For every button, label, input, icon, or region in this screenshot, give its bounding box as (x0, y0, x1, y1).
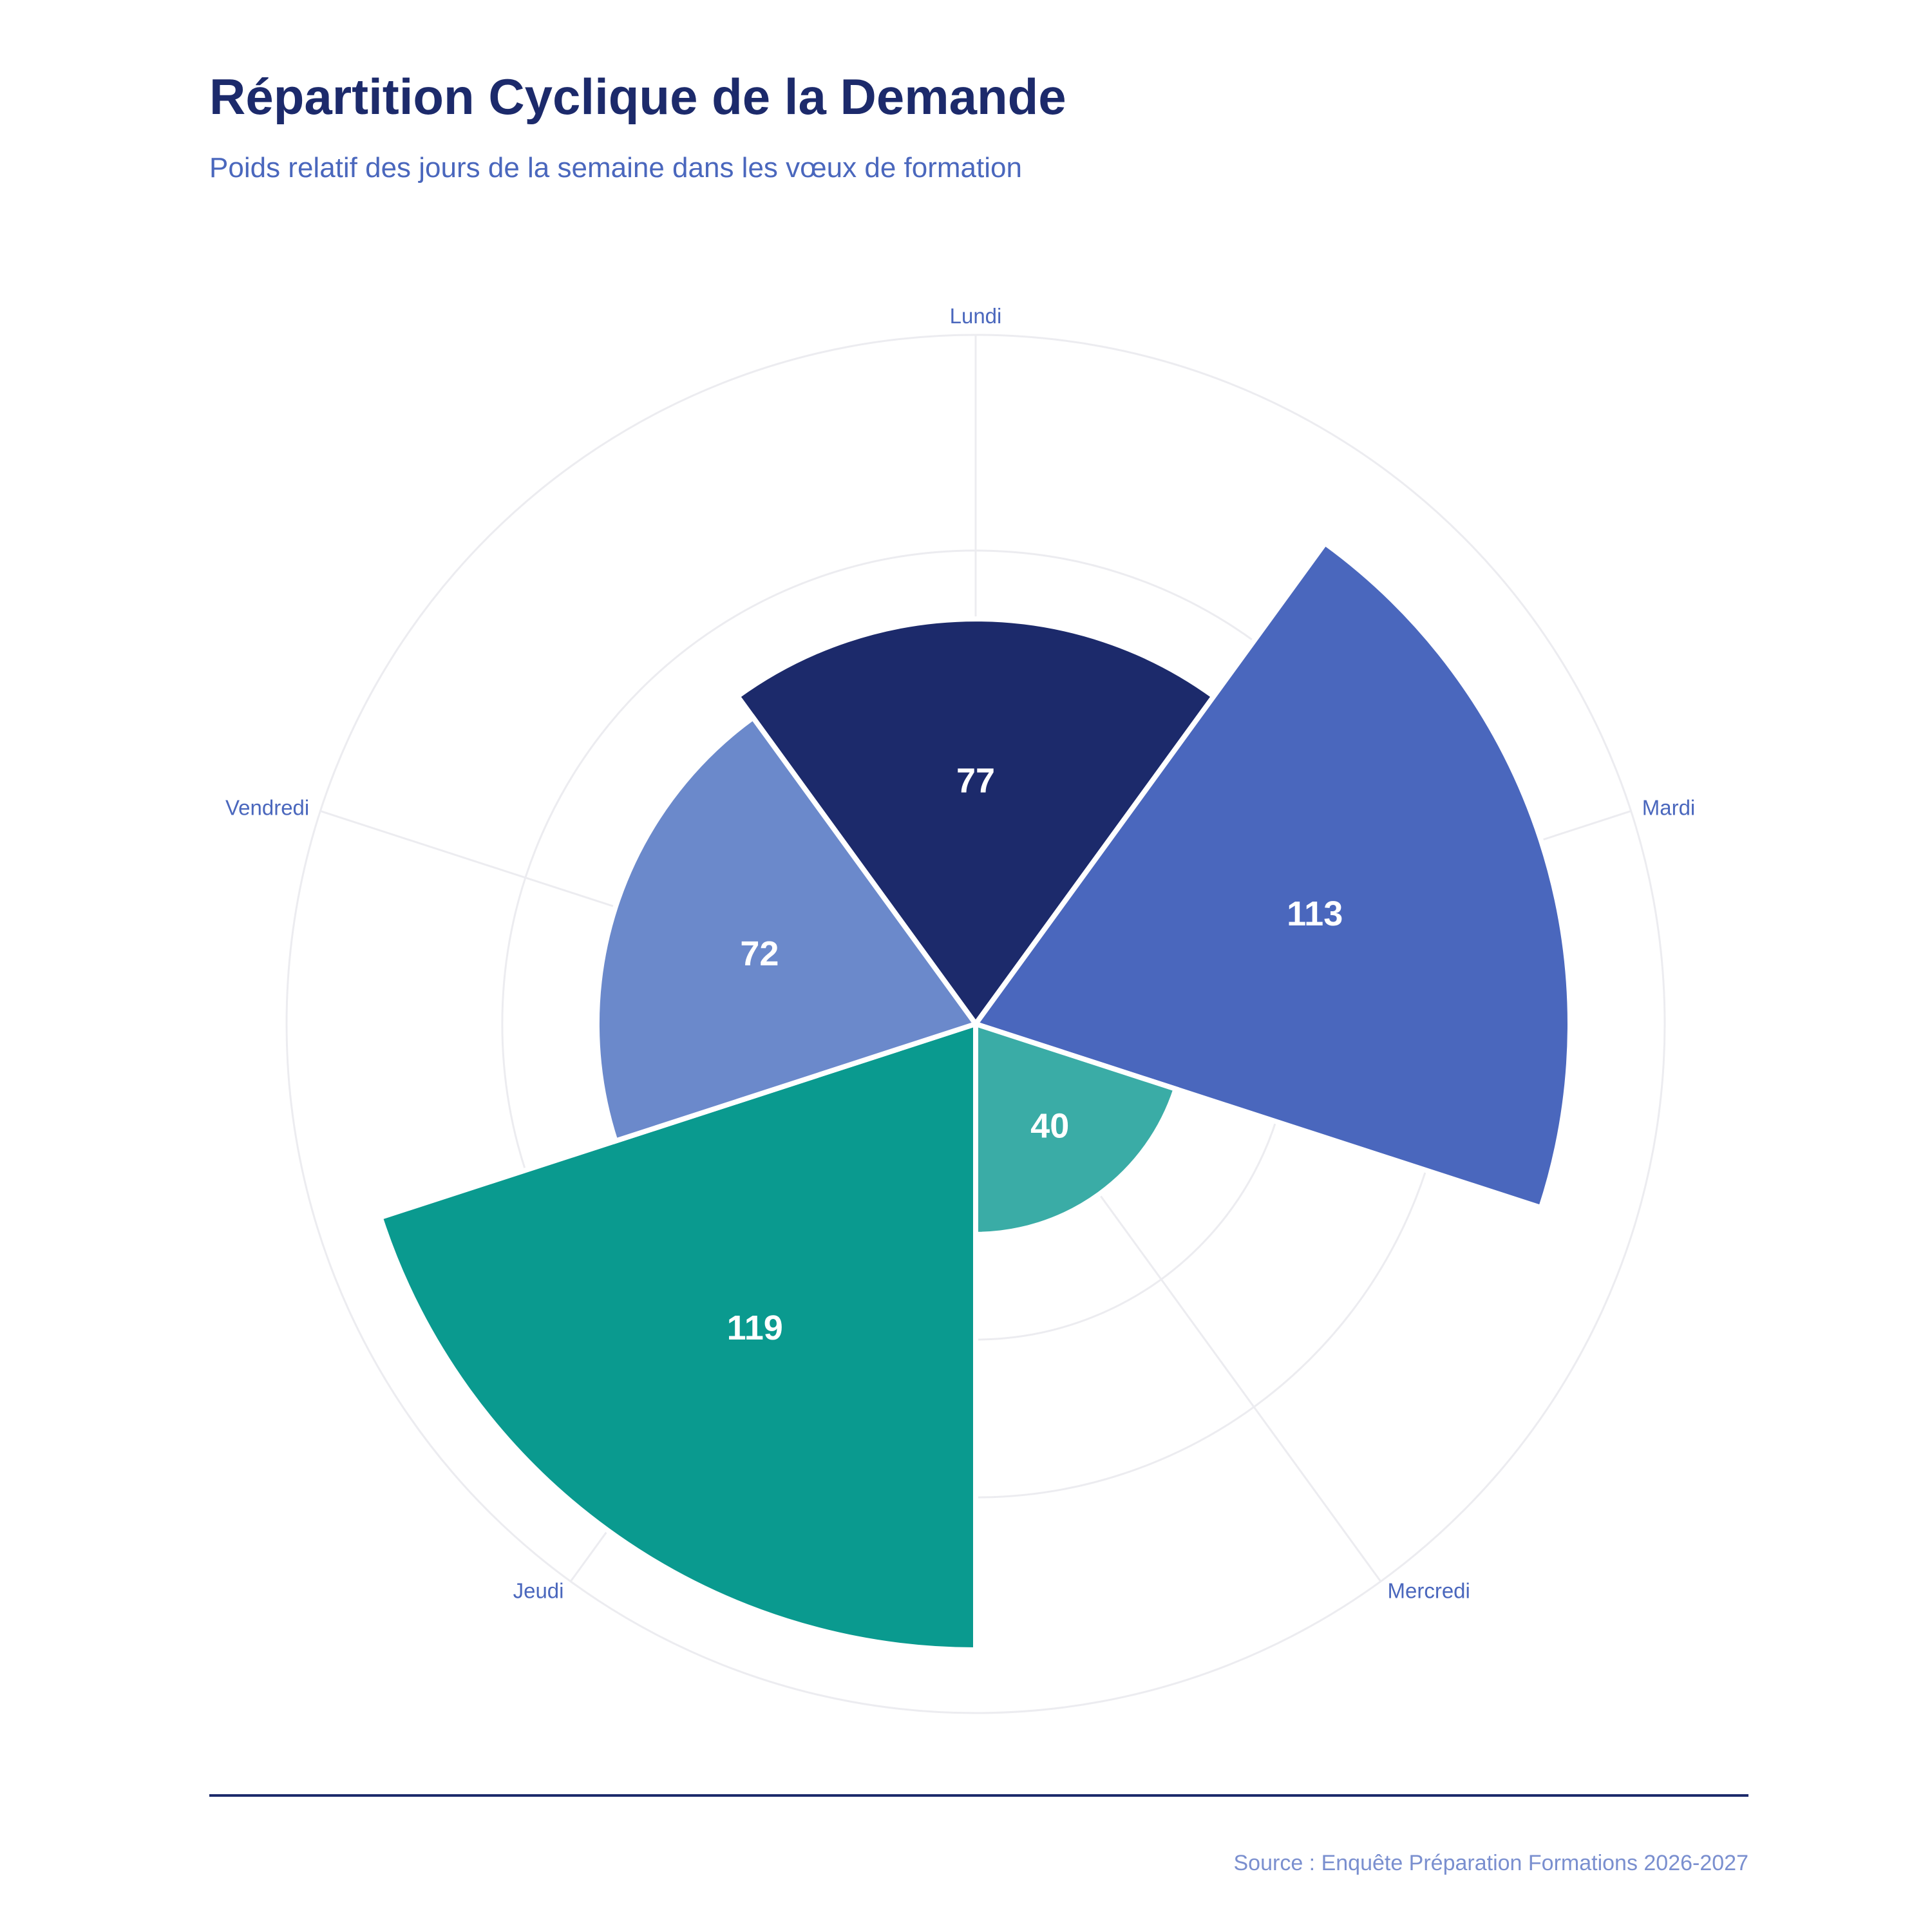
value-label-mercredi: 40 (1030, 1107, 1069, 1146)
value-label-vendredi: 72 (740, 934, 779, 973)
category-label-mardi: Mardi (1642, 795, 1696, 819)
value-label-layer: 77 113 40 119 72 (727, 762, 1343, 1347)
category-label-lundi: Lundi (950, 304, 1002, 328)
bar-mardi (971, 539, 1573, 1211)
bar-mercredi (973, 1020, 1179, 1237)
category-label-mercredi: Mercredi (1388, 1579, 1470, 1603)
value-label-mardi: 113 (1287, 895, 1343, 933)
source-note: Source : Enquête Préparation Formations … (1233, 1851, 1749, 1875)
chart-subtitle: Poids relatif des jours de la semaine da… (209, 152, 1022, 184)
chart-title: Répartition Cyclique de la Demande (209, 68, 1066, 125)
bar-lundi (734, 616, 1218, 1028)
value-label-lundi: 77 (956, 762, 995, 800)
category-label-jeudi: Jeudi (513, 1579, 564, 1603)
bar-jeudi (377, 1020, 978, 1653)
category-label-vendredi: Vendredi (225, 795, 309, 819)
category-label-layer: Lundi Mardi Mercredi Jeudi Vendredi (225, 304, 1695, 1603)
sector-layer (377, 539, 1573, 1653)
bar-vendredi (594, 714, 980, 1144)
value-label-jeudi: 119 (727, 1309, 783, 1347)
footer-divider (209, 1794, 1748, 1797)
